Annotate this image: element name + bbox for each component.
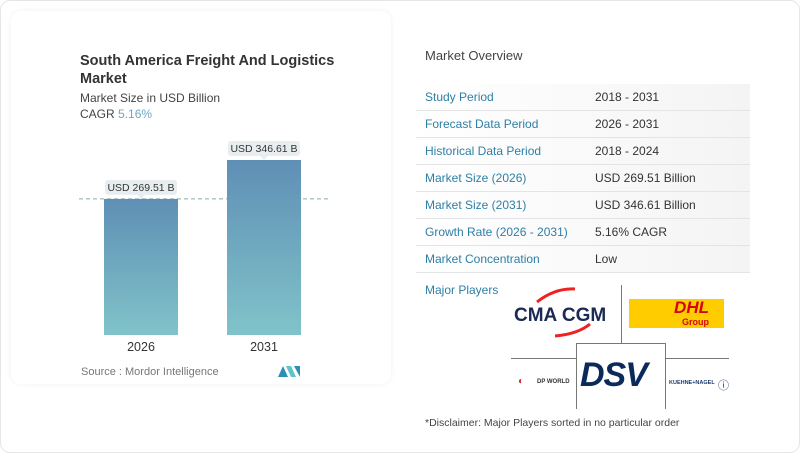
chart-subtitle: Market Size in USD Billion [80,91,221,105]
dsv-box [576,343,666,409]
row-value: 2018 - 2031 [595,90,660,104]
overview-row: Study Period 2018 - 2031 [416,84,750,111]
overview-row: Historical Data Period 2018 - 2024 [416,138,750,165]
data-label: USD 269.51 B [107,182,174,194]
row-label: Growth Rate (2026 - 2031) [425,225,568,239]
cagr-label: CAGR [80,107,115,121]
overview-row: Market Concentration Low [416,246,750,273]
data-label-pointer [260,156,268,160]
divider [621,285,622,343]
row-label: Forecast Data Period [425,117,539,131]
overview-row: Market Size (2031) USD 346.61 Billion [416,192,750,219]
dhl-text: DHL Group [674,299,709,327]
kuehne-nagel-icon: ⓘ [718,380,729,392]
x-tick-label: 2026 [127,340,155,354]
source-text: Source : Mordor Intelligence [81,366,219,378]
bar-chart: USD 269.51 B 2026 USD 346.61 B 2031 [79,141,328,354]
row-value: 2026 - 2031 [595,117,660,131]
mordor-logo [278,366,300,377]
row-label: Market Size (2031) [425,198,527,212]
x-tick-label: 2031 [250,340,278,354]
chart-card [11,11,391,384]
data-label-bg [228,141,300,156]
row-label: Market Concentration [425,252,540,266]
overview-title: Market Overview [425,48,523,63]
row-value: 2018 - 2024 [595,144,660,158]
data-label: USD 346.61 B [230,143,297,155]
overview-row: Growth Rate (2026 - 2031) 5.16% CAGR [416,219,750,246]
row-value: 5.16% CAGR [595,225,668,239]
cagr-value: 5.16% [118,107,153,121]
data-label-pointer [137,194,145,199]
row-value: USD 269.51 Billion [595,171,696,185]
row-label: Historical Data Period [425,144,542,158]
logo-dsv: DSV [580,356,648,394]
bar-2026 [104,198,178,335]
data-label-bg [105,179,177,195]
logo-dhl: DHL Group [629,299,724,328]
row-value: Low [595,252,618,266]
dp-world-icon: ◐ [518,376,525,387]
row-value: USD 346.61 Billion [595,198,696,212]
disclaimer: *Disclaimer: Major Players sorted in no … [425,417,680,429]
overview-row: Forecast Data Period 2026 - 2031 [416,111,750,138]
row-label: Market Size (2026) [425,171,527,185]
overview-row: Market Size (2026) USD 269.51 Billion [416,165,750,192]
major-players-title: Major Players [425,283,499,297]
row-label: Study Period [425,90,494,104]
chart-title: South America Freight And Logistics Mark… [80,53,335,87]
logo-dp-world: DP WORLD [537,379,570,385]
logo-kuehne-nagel: KUEHNE+NAGEL [669,380,715,386]
cagr: CAGR 5.16% [80,107,152,121]
bar-2031 [227,160,301,335]
logo-cma-cgm: CMA CGM [514,305,607,326]
